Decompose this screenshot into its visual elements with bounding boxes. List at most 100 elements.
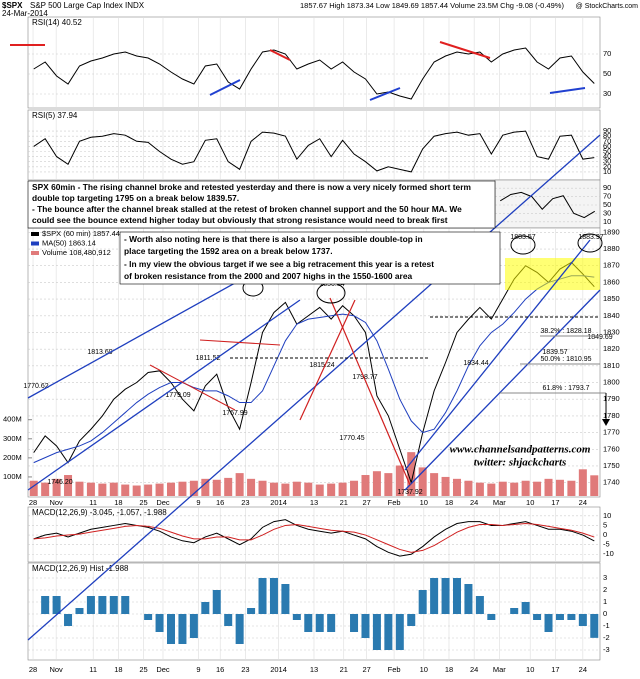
bar [544, 614, 553, 632]
target-arrow [602, 419, 610, 426]
y-tick-label: 1830 [603, 327, 620, 336]
x-tick-label: 9 [196, 665, 200, 674]
price-annotation: 1883.97 [578, 234, 603, 241]
y-tick-label: 30 [603, 157, 611, 166]
y-tick-label: 20 [603, 162, 611, 171]
trendline [329, 297, 411, 486]
y-tick-label: 1750 [603, 461, 620, 470]
bar [75, 608, 84, 614]
note-line: double top targeting 1795 on a break bel… [32, 193, 239, 203]
bar [64, 475, 73, 496]
x-tick-label: 16 [216, 498, 224, 507]
bar [544, 478, 553, 496]
bar [109, 482, 118, 496]
y-tick-label: 30 [603, 89, 611, 98]
bar [327, 483, 336, 496]
x-tick-label: 18 [114, 498, 122, 507]
price-annotation: 1815.24 [309, 362, 334, 369]
x-tick-label: 10 [420, 498, 428, 507]
legend-swatch [31, 241, 39, 246]
legend-entry: Volume 108,480,912 [42, 248, 111, 257]
x-tick-label: 10 [526, 498, 534, 507]
bar [201, 478, 210, 496]
bar [487, 483, 496, 496]
bar [189, 614, 198, 638]
price-annotation: 1779.09 [165, 392, 190, 399]
panels: 28 Nov 11 18 25 Dec 9 16 23 2014 13 21 27 Feb 10 18 24 Ma… [3, 16, 620, 674]
bar [350, 480, 359, 496]
y-tick-label: -3 [603, 645, 610, 654]
note-box [27, 180, 496, 229]
y2-tick-label: 400M [3, 415, 22, 424]
bar [52, 478, 61, 496]
trendline [404, 239, 591, 471]
y-tick-label: 1780 [603, 411, 620, 420]
data-line [33, 130, 595, 173]
y-tick-label: 1860 [603, 277, 620, 286]
y2-tick-label: 300M [3, 434, 22, 443]
top-circle [577, 233, 603, 253]
bar [372, 614, 381, 650]
bar [86, 596, 95, 614]
y-tick-label: 1850 [603, 294, 620, 303]
bar [361, 475, 370, 496]
bar [304, 482, 313, 496]
data-line [33, 47, 595, 100]
y-tick-label: 1880 [603, 244, 620, 253]
bar [224, 614, 233, 626]
y-tick-label: 80 [603, 131, 611, 140]
arrow [549, 87, 586, 94]
x-tick-label: Mar [493, 665, 506, 674]
price-annotation: 1839.57 [542, 349, 567, 356]
bar [567, 480, 576, 496]
x-tick-label: Nov [49, 498, 63, 507]
credit: twitter: shjackcharts [474, 457, 567, 469]
bar [475, 596, 484, 614]
x-tick-label: 25 [139, 498, 147, 507]
panel-title: MACD(12,26,9) Hist -1.988 [32, 564, 129, 573]
y-tick-label: 70 [603, 192, 611, 201]
y-tick-label: 1790 [603, 394, 620, 403]
x-tick-label: 24 [470, 498, 478, 507]
legend-entry: $SPX (60 min) 1857.44 [42, 229, 120, 238]
x-tick-label: 16 [216, 665, 224, 674]
y-tick-label: 90 [603, 183, 611, 192]
y-tick-label: -10 [603, 549, 614, 558]
bar [590, 475, 599, 496]
bar [338, 482, 347, 496]
x-tick-label: 2014 [270, 665, 287, 674]
y-tick-label: 70 [603, 136, 611, 145]
x-tick-label: 11 [89, 665, 97, 674]
x-tick-label: 9 [196, 498, 200, 507]
bar [510, 482, 519, 496]
legend-swatch [31, 232, 39, 236]
x-tick-label: 27 [362, 665, 370, 674]
x-tick-label: 23 [241, 498, 249, 507]
y2-tick-label: 200M [3, 453, 22, 462]
trendline [27, 299, 301, 491]
bar [224, 477, 233, 496]
y-tick-label: 10 [603, 511, 611, 520]
y-tick-label: 0 [603, 609, 607, 618]
y-tick-label: 60 [603, 141, 611, 150]
y-tick-label: 70 [603, 49, 611, 58]
bar [578, 469, 587, 496]
bar [327, 614, 336, 632]
bar [315, 614, 324, 632]
bar [41, 596, 50, 614]
y-tick-label: 1770 [603, 428, 620, 437]
bar [498, 481, 507, 496]
note-line: - In my view the obvious target if we se… [124, 259, 434, 269]
x-tick-label: 24 [579, 498, 587, 507]
bar [521, 602, 530, 614]
bar [212, 479, 221, 496]
x-tick-label: 28 [29, 498, 37, 507]
bar [533, 614, 542, 620]
y-tick-label: 40 [603, 152, 611, 161]
x-tick-label: 21 [340, 665, 348, 674]
y-tick-label: 0 [603, 530, 607, 539]
price-annotation: 1834.44 [463, 360, 488, 367]
note-line: could see the bounce extend higher today… [32, 215, 448, 225]
bar [372, 471, 381, 496]
note-line: of broken resistance from the 2000 and 2… [124, 271, 412, 281]
